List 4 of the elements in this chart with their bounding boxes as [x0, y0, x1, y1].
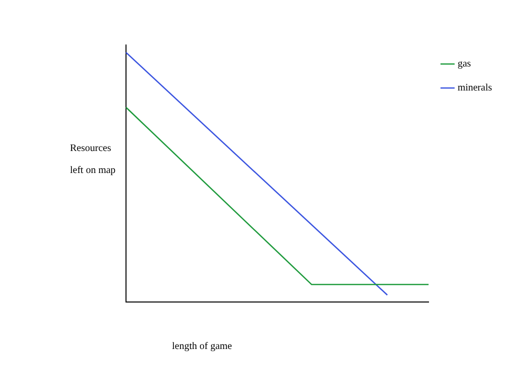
x-axis-title: length of game	[172, 341, 232, 352]
legend-label: minerals	[458, 82, 492, 94]
y-axis-title: Resources left on map	[70, 142, 116, 178]
legend-label: gas	[458, 58, 472, 70]
